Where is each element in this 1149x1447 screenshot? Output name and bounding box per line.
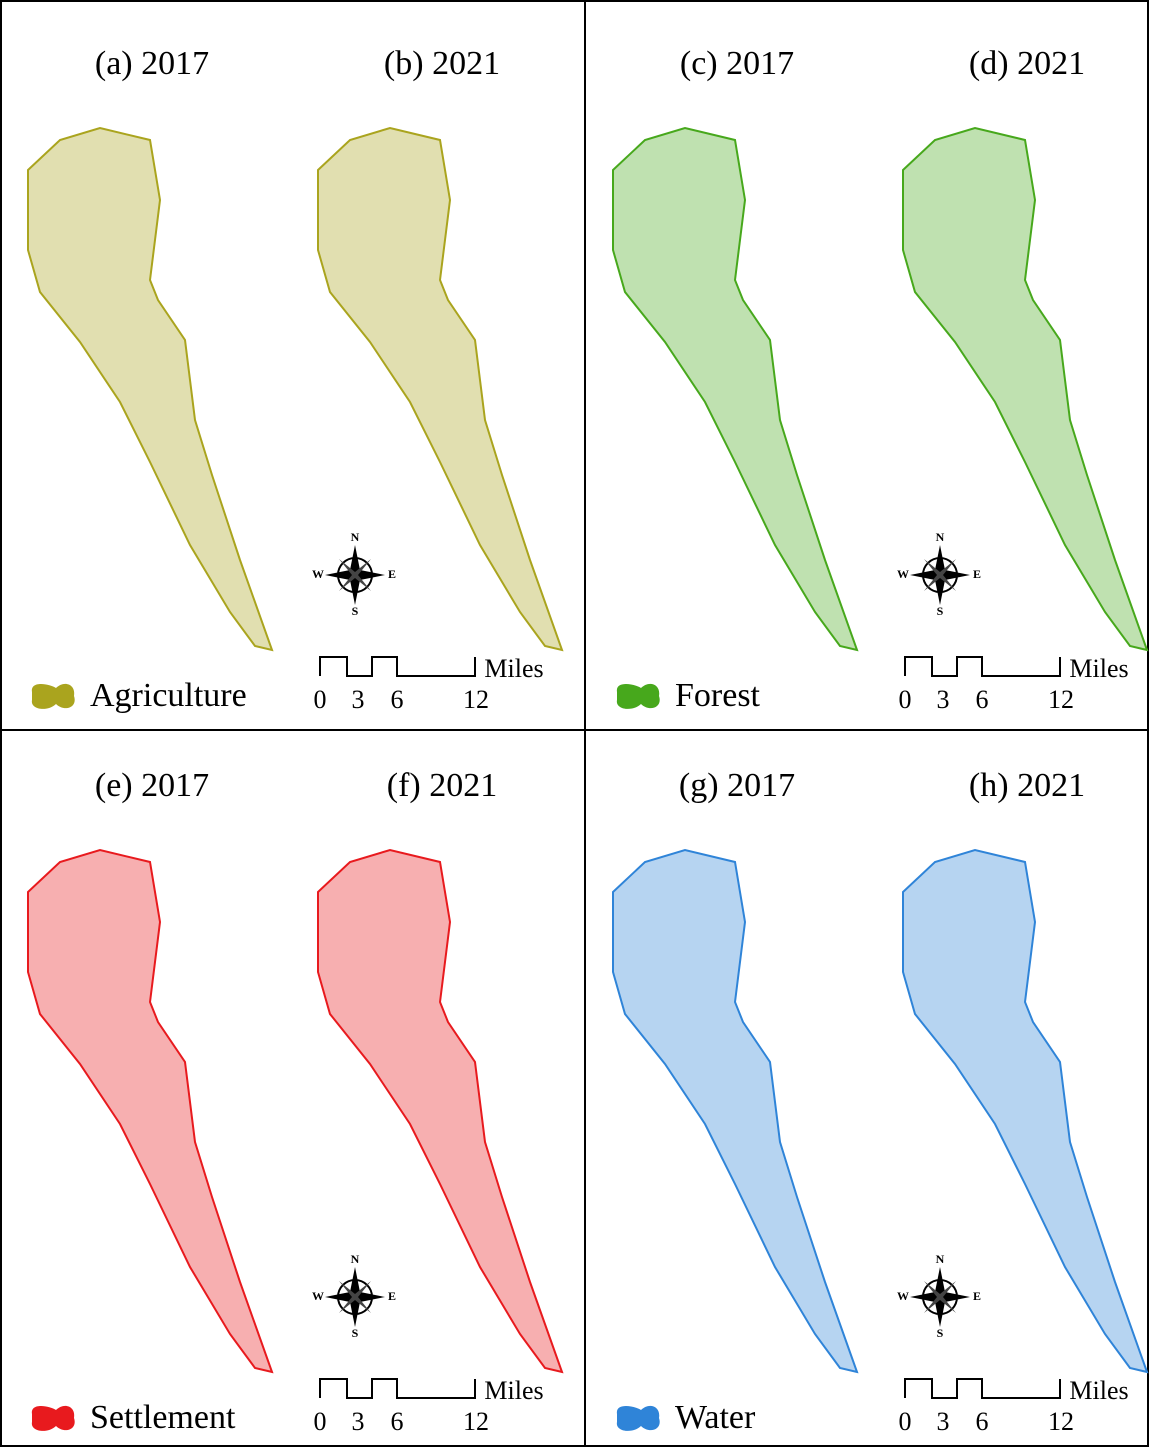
map-title: (e) 2017: [95, 767, 209, 804]
scale-label: 6: [976, 685, 989, 714]
scale-unit: Miles: [484, 654, 543, 683]
compass-west: W: [312, 1289, 324, 1303]
scale-label: 12: [1048, 685, 1074, 714]
map-title: (h) 2021: [969, 767, 1085, 804]
compass-east: E: [388, 567, 396, 581]
compass-north: N: [936, 530, 945, 544]
scale-unit: Miles: [1069, 1376, 1128, 1405]
scale-label: 6: [391, 1407, 404, 1436]
scale-label: 0: [314, 685, 327, 714]
scale-label: 12: [1048, 1407, 1074, 1436]
map-title: (a) 2017: [95, 45, 209, 82]
scale-label: 3: [937, 1407, 950, 1436]
legend-icon: [32, 1406, 75, 1431]
legend-label: Settlement: [90, 1399, 236, 1436]
map-title: (c) 2017: [680, 45, 794, 82]
compass-north: N: [351, 1252, 360, 1266]
scale-label: 3: [937, 685, 950, 714]
compass-west: W: [897, 1289, 909, 1303]
legend-label: Forest: [675, 677, 761, 714]
compass-south: S: [352, 604, 359, 618]
compass-east: E: [973, 1289, 981, 1303]
scale-label: 3: [352, 685, 365, 714]
compass-north: N: [351, 530, 360, 544]
legend-label: Agriculture: [90, 677, 247, 714]
compass-west: W: [897, 567, 909, 581]
compass-east: E: [973, 567, 981, 581]
compass-north: N: [936, 1252, 945, 1266]
compass-west: W: [312, 567, 324, 581]
compass-east: E: [388, 1289, 396, 1303]
compass-south: S: [937, 604, 944, 618]
scale-label: 12: [463, 685, 489, 714]
map-title: (g) 2017: [679, 767, 795, 804]
legend-icon: [32, 684, 75, 709]
scale-label: 6: [976, 1407, 989, 1436]
map-title: (d) 2021: [969, 45, 1085, 82]
scale-label: 3: [352, 1407, 365, 1436]
scale-label: 0: [314, 1407, 327, 1436]
scale-label: 12: [463, 1407, 489, 1436]
scale-label: 0: [899, 685, 912, 714]
map-title: (f) 2021: [387, 767, 497, 804]
map-title: (b) 2021: [384, 45, 500, 82]
scale-label: 0: [899, 1407, 912, 1436]
scale-label: 6: [391, 685, 404, 714]
legend-icon: [617, 684, 660, 709]
scale-unit: Miles: [1069, 654, 1128, 683]
legend-label: Water: [675, 1399, 756, 1436]
figure: (a) 2017(b) 2021AgricultureNSWE03612Mile…: [0, 0, 1149, 1447]
compass-south: S: [352, 1326, 359, 1340]
compass-south: S: [937, 1326, 944, 1340]
legend-icon: [617, 1406, 660, 1431]
scale-unit: Miles: [484, 1376, 543, 1405]
